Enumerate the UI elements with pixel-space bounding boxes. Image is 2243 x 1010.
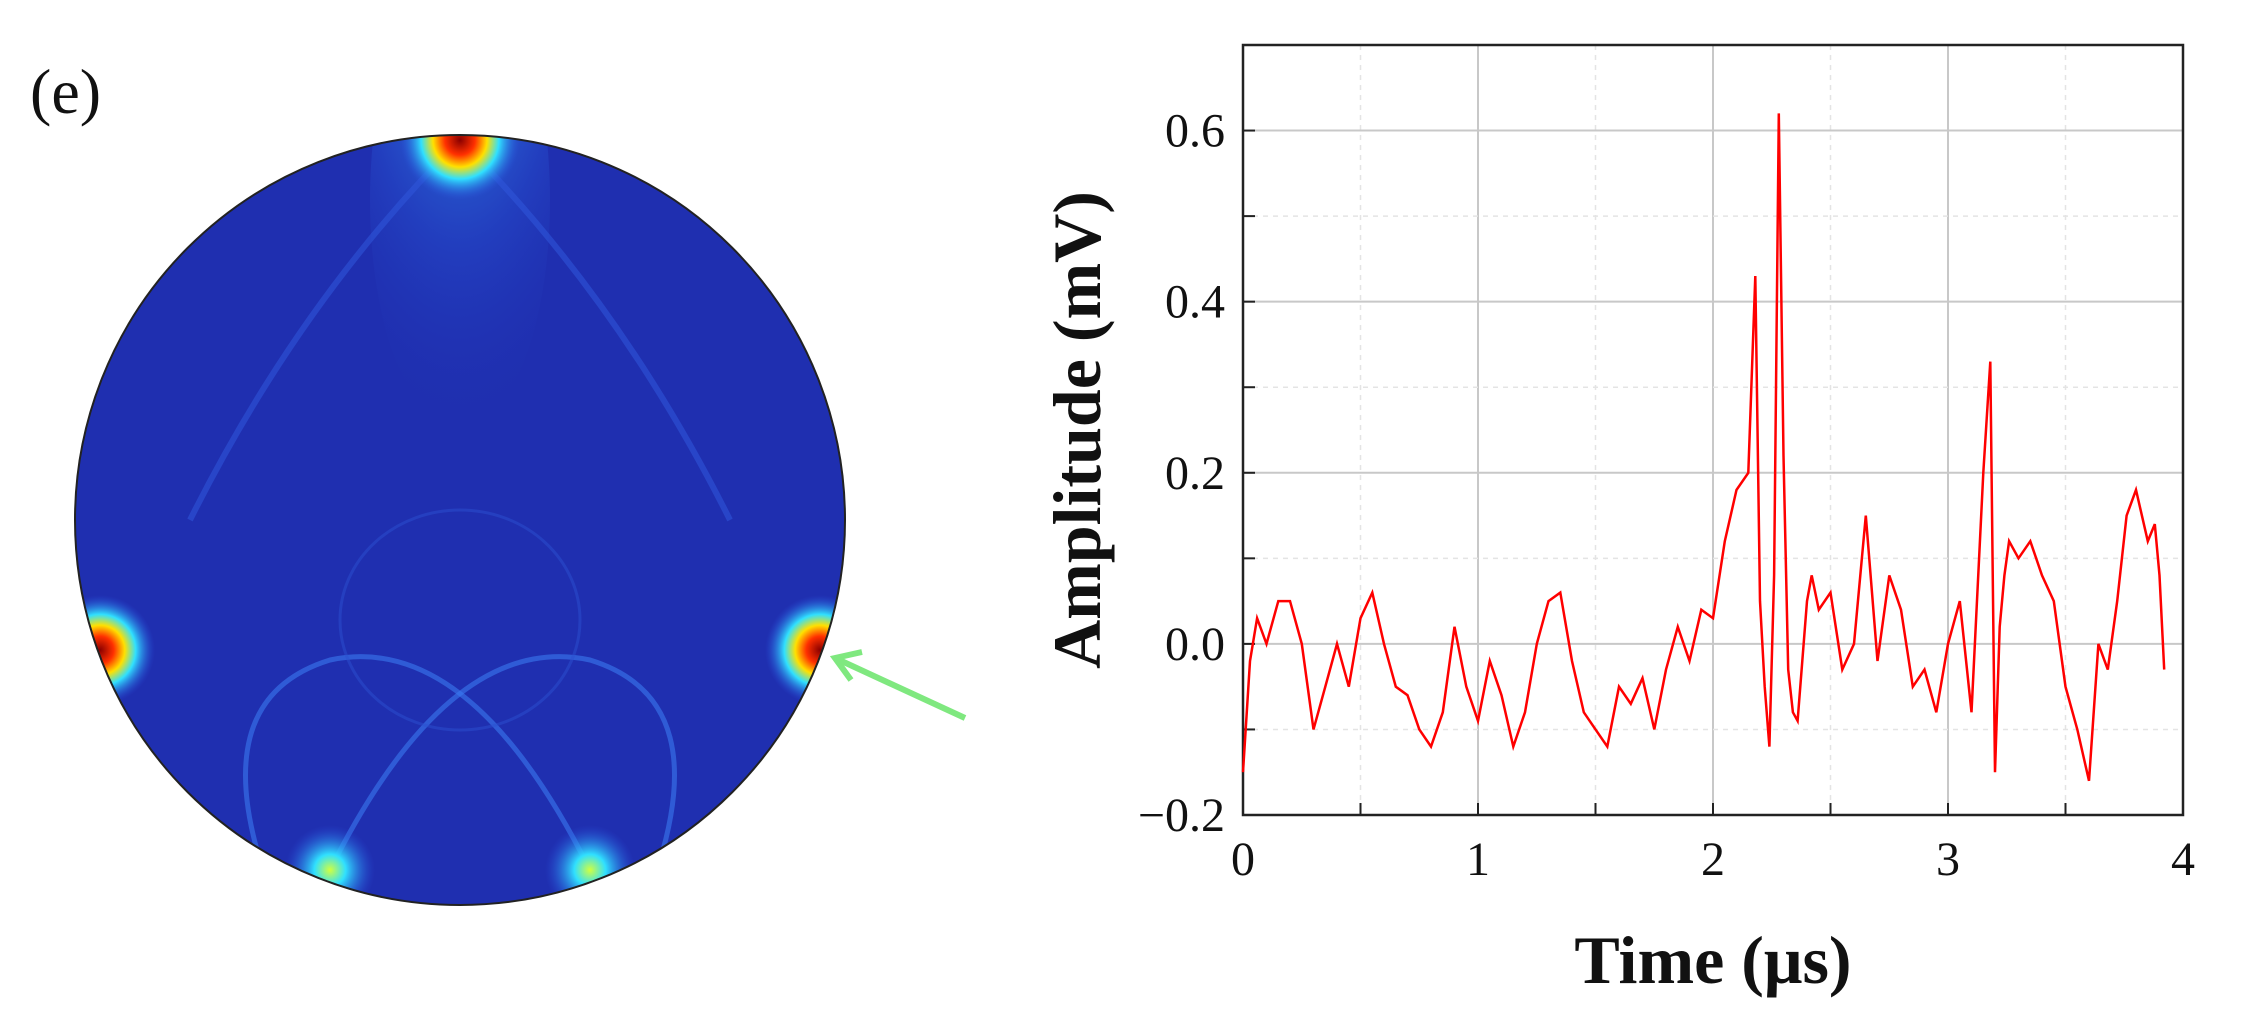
y-tick-label: 0.4 xyxy=(1165,276,1225,329)
y-tick-labels: −0.2 0.0 0.2 0.4 0.6 xyxy=(1138,105,1225,842)
field-disk xyxy=(75,135,845,905)
hot-spot-left xyxy=(75,595,155,705)
hot-spot-right xyxy=(765,595,845,705)
y-tick-label: 0.2 xyxy=(1165,447,1225,500)
x-tick-labels: 0 1 2 3 4 xyxy=(1231,833,2195,886)
x-tick-label: 4 xyxy=(2171,833,2195,886)
x-tick-label: 0 xyxy=(1231,833,1255,886)
grid xyxy=(1242,44,2184,816)
y-axis-label: Amplitude (mV) xyxy=(1039,191,1115,669)
panel-label: (e) xyxy=(30,56,102,127)
arrow-marker xyxy=(829,649,967,721)
series-trace xyxy=(1241,113,2166,782)
x-axis-label: Time (μs) xyxy=(1574,922,1851,998)
x-tick-label: 3 xyxy=(1936,833,1960,886)
hot-spot-top xyxy=(400,135,520,200)
disk-outline xyxy=(74,134,846,906)
y-tick-label: 0.0 xyxy=(1165,618,1225,671)
x-tick-label: 1 xyxy=(1466,833,1490,886)
plot-frame xyxy=(1241,43,2185,817)
x-tick-label: 2 xyxy=(1701,833,1725,886)
y-tick-label: −0.2 xyxy=(1138,789,1225,842)
y-tick-label: 0.6 xyxy=(1165,105,1225,158)
